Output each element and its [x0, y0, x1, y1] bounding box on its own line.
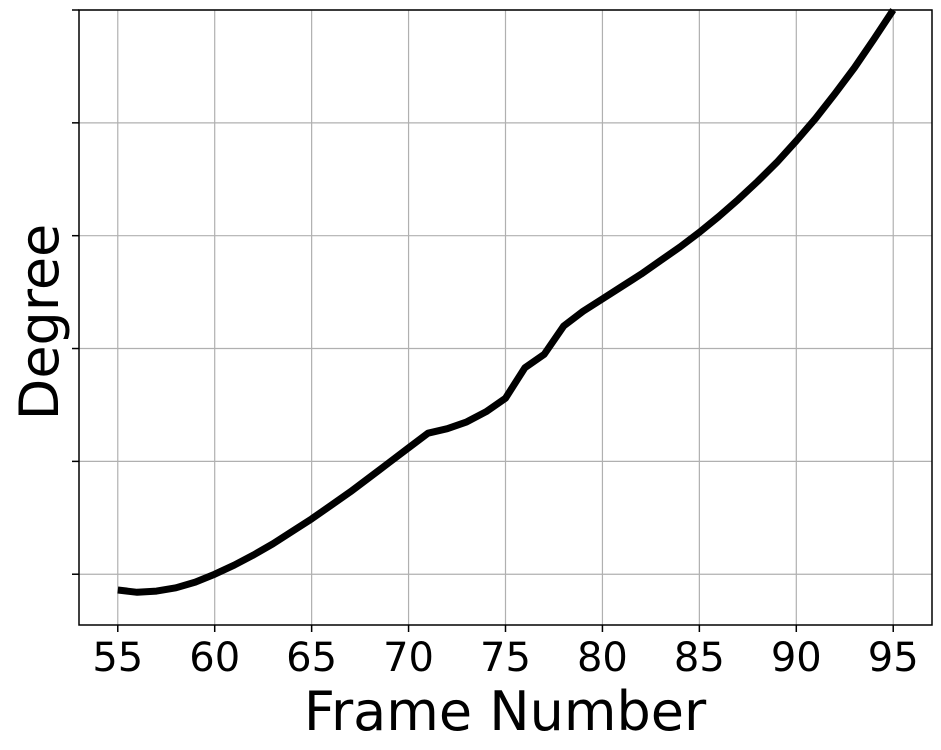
x-axis-title: Frame Number [304, 680, 707, 743]
x-tick-label: 85 [674, 635, 725, 681]
x-axis-ticks: 55 60 65 70 75 80 85 90 95 [92, 625, 919, 681]
x-tick-label: 70 [383, 635, 434, 681]
x-tick-label: 60 [189, 635, 240, 681]
x-tick-label: 65 [286, 635, 337, 681]
x-tick-label: 95 [868, 635, 919, 681]
x-tick-label: 80 [577, 635, 628, 681]
series-layer [117, 8, 897, 596]
x-tick-label: 75 [480, 635, 531, 681]
x-gridlines [117, 10, 894, 625]
series-line-0 [117, 8, 897, 596]
x-tick-label: 90 [771, 635, 822, 681]
x-tick-label: 55 [92, 635, 143, 681]
y-axis-ticks [72, 9, 79, 575]
y-axis-title: Degree [8, 224, 71, 421]
